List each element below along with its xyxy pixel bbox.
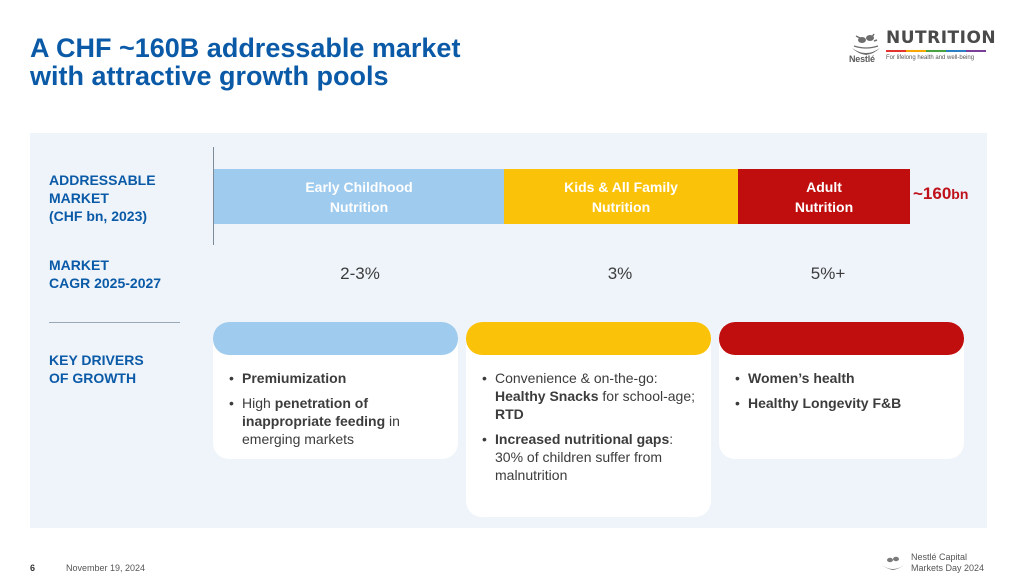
- logo-brand: Nestlé: [849, 54, 875, 64]
- logo-product: NUTRITION: [886, 28, 997, 48]
- addressable-market-label: ADDRESSABLE MARKET (CHF bn, 2023): [49, 172, 156, 224]
- total-market-value: ~160bn: [913, 184, 968, 204]
- key-drivers-label: KEY DRIVERS OF GROWTH: [49, 352, 144, 386]
- nest-birds-icon: [852, 33, 880, 55]
- segment-adult: Adult Nutrition: [738, 169, 910, 224]
- footer-date: November 19, 2024: [66, 563, 146, 573]
- driver-text: for school-age;: [598, 388, 695, 404]
- driver-text: in emerging markets: [242, 413, 400, 447]
- page-title: A CHF ~160B addressable market with attr…: [30, 33, 461, 91]
- drivers-card-kids-family: Convenience & on-the-go: Healthy Snacks …: [466, 322, 711, 517]
- cagr-kids-family: 3%: [607, 264, 633, 283]
- driver-text: : 30% of children suffer from malnutriti…: [495, 431, 674, 483]
- cagr-early-childhood: 2-3%: [340, 264, 380, 283]
- driver-bullet: Women’s health: [735, 369, 950, 387]
- driver-list: Premiumization High penetration of inappr…: [229, 369, 444, 455]
- driver-bullet: Increased nutritional gaps: 30% of child…: [482, 430, 697, 484]
- axis-line: [213, 147, 214, 245]
- card-header-bar: [466, 322, 711, 355]
- driver-text: Healthy Snacks: [495, 388, 599, 404]
- driver-bullet: Premiumization: [229, 369, 444, 387]
- total-unit: bn: [951, 186, 969, 202]
- drivers-card-early-childhood: Premiumization High penetration of inappr…: [213, 322, 458, 459]
- driver-text: Healthy Longevity F&B: [748, 395, 902, 411]
- driver-text: penetration of inappropriate feeding: [242, 395, 386, 429]
- driver-text: High: [242, 395, 275, 411]
- card-header-bar: [719, 322, 964, 355]
- driver-bullet: Healthy Longevity F&B: [735, 394, 950, 412]
- drivers-card-adult: Women’s health Healthy Longevity F&B: [719, 322, 964, 459]
- driver-list: Convenience & on-the-go: Healthy Snacks …: [482, 369, 697, 491]
- driver-bullet: High penetration of inappropriate feedin…: [229, 394, 444, 448]
- total-value: ~160: [913, 184, 952, 203]
- footer-event-name: Nestlé Capital Markets Day 2024: [911, 552, 985, 573]
- cagr-adult: 5%+: [810, 264, 846, 283]
- nestle-nutrition-logo: Nestlé NUTRITION For lifelong health and…: [848, 28, 998, 68]
- driver-bullet: Convenience & on-the-go: Healthy Snacks …: [482, 369, 697, 423]
- page-number: 6: [30, 563, 36, 573]
- row-divider: [49, 322, 180, 323]
- driver-text: Increased nutritional gaps: [495, 431, 670, 447]
- driver-list: Women’s health Healthy Longevity F&B: [735, 369, 950, 419]
- logo-tagline: For lifelong health and well-being: [886, 55, 975, 61]
- logo-color-stripe: [886, 50, 986, 52]
- driver-text: RTD: [495, 406, 524, 422]
- nest-birds-icon: [882, 556, 904, 570]
- segment-kids-family: Kids & All Family Nutrition: [504, 169, 738, 224]
- segment-early-childhood: Early Childhood Nutrition: [214, 169, 504, 224]
- card-header-bar: [213, 322, 458, 355]
- driver-text: Convenience & on-the-go:: [495, 370, 658, 386]
- driver-text: Women’s health: [748, 370, 855, 386]
- market-cagr-label: MARKET CAGR 2025-2027: [49, 257, 162, 291]
- driver-text: Premiumization: [242, 370, 347, 386]
